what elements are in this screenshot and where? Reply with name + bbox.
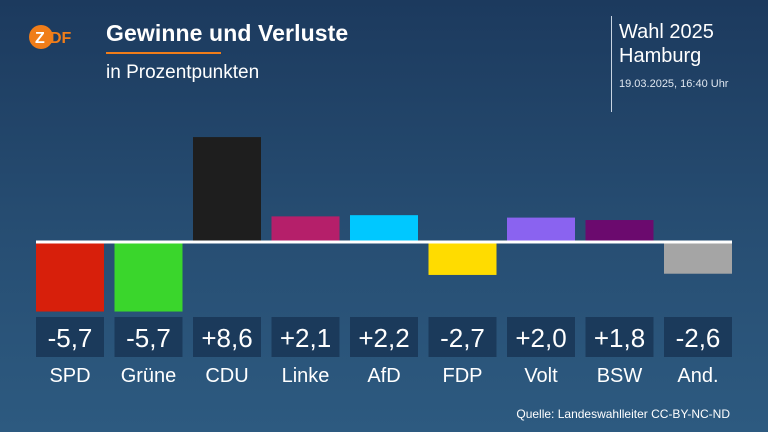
value-label: +1,8 — [594, 323, 645, 353]
value-label: +2,0 — [515, 323, 566, 353]
category-label: CDU — [205, 365, 248, 387]
election-name: Wahl 2025 — [619, 21, 714, 43]
value-label: -2,6 — [676, 323, 721, 353]
title-underline — [106, 52, 221, 54]
category-label: And. — [677, 365, 718, 387]
value-label: -5,7 — [48, 323, 93, 353]
value-label-box — [36, 317, 104, 357]
svg-text:Z: Z — [35, 30, 45, 47]
category-label: FDP — [443, 365, 483, 387]
value-label-box — [428, 317, 497, 357]
bar-bsw — [585, 220, 654, 242]
zero-baseline — [36, 240, 732, 244]
value-label-box — [350, 317, 418, 357]
value-label-box — [193, 317, 261, 357]
election-label: Wahl 2025 Hamburg — [619, 20, 714, 68]
category-label: AfD — [367, 365, 400, 387]
bar-afd — [350, 215, 418, 242]
svg-text:DF: DF — [50, 30, 72, 47]
category-label: BSW — [597, 365, 643, 387]
value-label: -5,7 — [126, 323, 171, 353]
chart-subtitle: in Prozentpunkten — [106, 62, 260, 83]
zdf-logo: Z DF — [29, 25, 72, 49]
category-label: Linke — [282, 365, 330, 387]
value-label-box — [507, 317, 575, 357]
value-label: -2,7 — [440, 323, 485, 353]
bar-fdp — [428, 242, 497, 275]
value-label: +2,1 — [280, 323, 331, 353]
category-label: Volt — [524, 365, 558, 387]
bar-spd — [36, 242, 104, 312]
value-label: +2,2 — [358, 323, 409, 353]
value-label-box — [271, 317, 340, 357]
bar-grüne — [114, 242, 183, 312]
value-label-box — [664, 317, 732, 357]
timestamp: 19.03.2025, 16:40 Uhr — [619, 78, 729, 90]
election-region: Hamburg — [619, 45, 702, 67]
category-label: Grüne — [121, 365, 177, 387]
source-note: Quelle: Landeswahlleiter CC-BY-NC-ND — [516, 407, 730, 421]
bar-linke — [271, 216, 340, 242]
category-label: SPD — [49, 365, 90, 387]
value-label-box — [114, 317, 183, 357]
value-label: +8,6 — [201, 323, 252, 353]
bar-volt — [507, 217, 575, 242]
header-divider — [611, 16, 612, 112]
bar-cdu — [193, 137, 261, 242]
chart-title: Gewinne und Verluste — [106, 20, 349, 46]
value-label-box — [585, 317, 654, 357]
bar-and — [664, 242, 732, 274]
